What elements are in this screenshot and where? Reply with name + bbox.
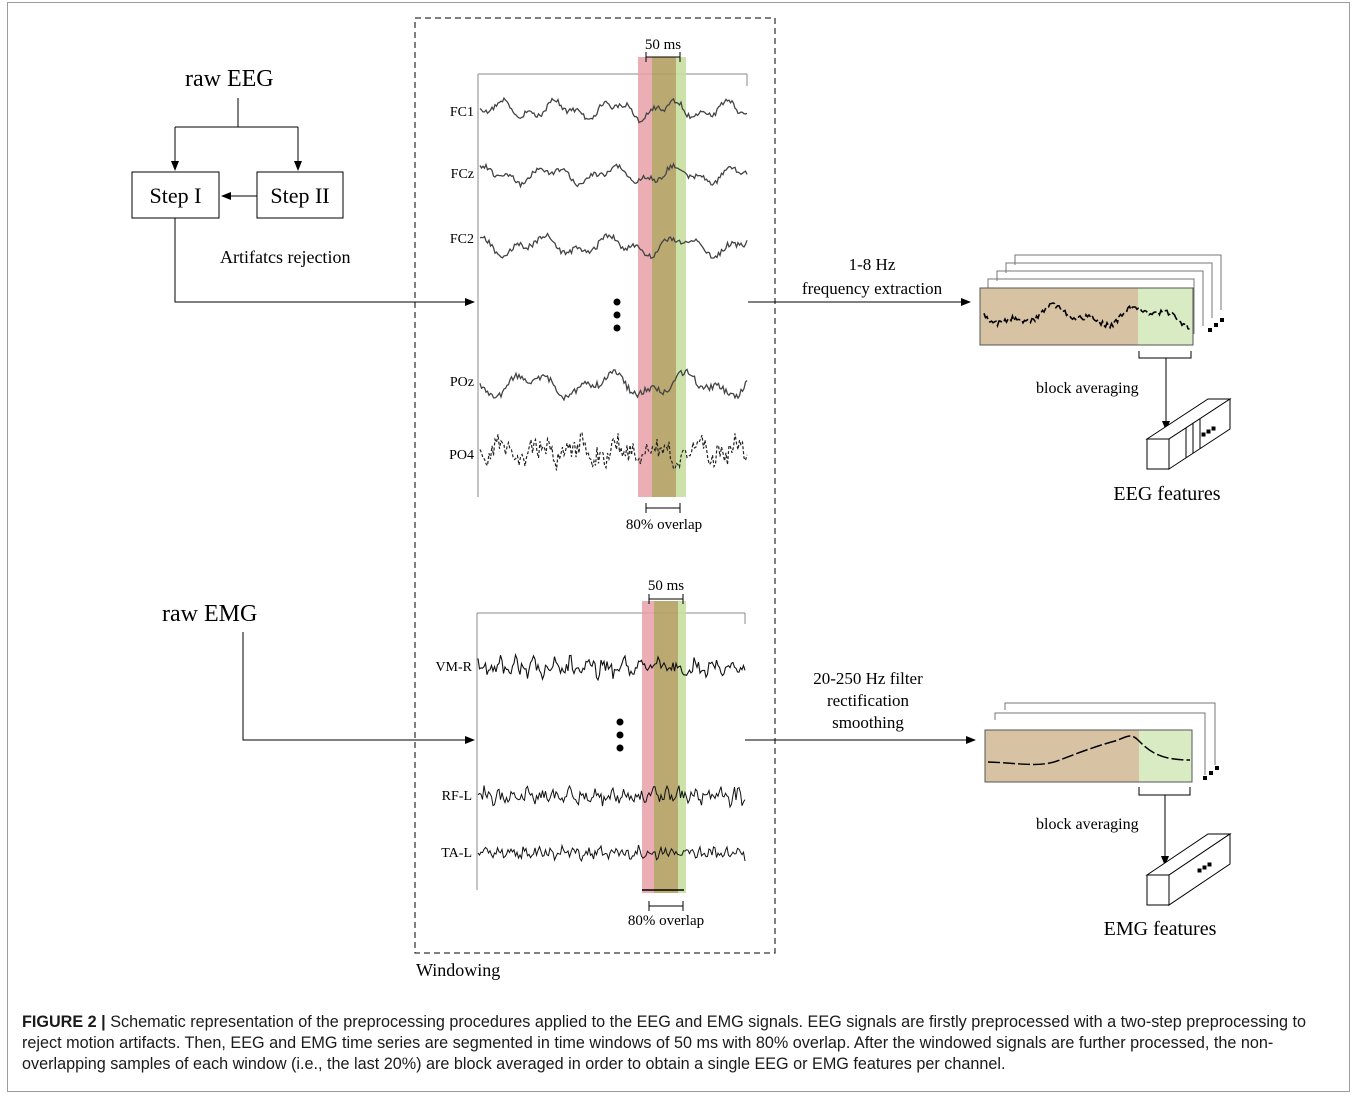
eeg-signal-panel: 50 ms FC1 FCz FC2 POz PO4 80% overlap [449,37,748,533]
emg-window-previous [642,601,654,893]
caption-text: Schematic representation of the preproce… [22,1013,1306,1073]
artifact-rejection-label: Artifatcs rejection [220,247,350,267]
figure-caption: FIGURE 2 | Schematic representation of t… [22,1012,1340,1075]
eeg-window-stack [979,254,1224,346]
channel-label-fcz: FCz [451,167,474,182]
stack-dot [1203,776,1207,780]
emg-features-label: EMG features [1104,918,1217,940]
eeg-filtered-trace [983,302,1190,330]
step1-label: Step I [150,183,202,208]
channel-label-po4: PO4 [449,448,474,463]
emg-feature-window-tail [1139,730,1192,782]
raw-eeg-label: raw EEG [185,66,274,92]
eeg-trace-fc1 [479,96,748,124]
stack-dot [1214,323,1218,327]
stack-layer [1014,254,1222,310]
stack-layer [1005,262,1213,318]
eeg-avg-bracket [1138,351,1192,359]
emg-envelope-trace [987,735,1191,766]
emg-avg-bracket [1138,787,1191,796]
emg-process-line3: smoothing [832,713,904,732]
ellipsis-dot [613,324,621,332]
emg-block-avg-label: block averaging [1036,816,1139,833]
preprocessing-diagram: Windowing raw EEG Step I Step II Artifat… [131,17,1232,980]
stack-layer [996,270,1204,326]
stack-dot [1220,318,1224,322]
channel-label-fc2: FC2 [450,232,474,247]
eeg-feature-window-body [980,288,1138,345]
channel-label-rf-l: RF-L [442,789,472,804]
arrow-emg-to-windowing [242,632,475,744]
stack-layer [987,278,1195,334]
ellipsis-dot [613,298,621,306]
figure-frame [7,2,1350,1092]
raw-emg-label: raw EMG [162,601,257,627]
eeg-window-size-label: 50 ms [645,37,681,53]
stack-layer [994,712,1206,775]
stack-dot [1215,766,1219,770]
channel-label-fc1: FC1 [450,105,474,120]
eeg-window-next [676,57,686,497]
ellipsis-dot [616,744,624,752]
eeg-trace-poz [479,368,748,402]
emg-process-line2: rectification [827,691,910,710]
eeg-feature-window-tail [1138,288,1193,345]
stack-layer [1004,702,1216,765]
arrow-eeg-to-windowing [174,218,475,306]
eeg-window-previous [638,57,652,497]
emg-feature-vector [1145,833,1232,906]
eeg-feature-vector [1145,398,1232,470]
eeg-features-label: EEG features [1113,483,1220,505]
emg-trace-ta-l [477,843,746,863]
ellipsis-dot [613,311,621,319]
eeg-feature-window-frame [979,287,1194,346]
eeg-trace-po4 [479,431,748,471]
caption-label: FIGURE 2 | [22,1013,106,1031]
channel-label-ta-l: TA-L [441,846,472,861]
emg-window-overlap [654,601,678,893]
stack-dot [1209,771,1213,775]
emg-trace-rf-l [477,784,746,809]
emg-window-stack [984,702,1219,783]
eeg-window-overlap [652,57,676,497]
emg-window-next [678,601,686,893]
ellipsis-dot [616,731,624,739]
eeg-extraction-line1: 1-8 Hz [849,255,896,274]
windowing-label: Windowing [416,960,500,980]
emg-feature-window-frame [984,729,1193,783]
eeg-overlap-label: 80% overlap [626,517,702,533]
emg-feature-window-body [985,730,1139,782]
channel-label-vm-r: VM-R [435,660,472,675]
step2-label: Step II [270,183,329,208]
stack-dot [1208,328,1212,332]
step1-box [131,171,220,219]
eeg-trace-fc2 [479,232,748,260]
eeg-block-avg-label: block averaging [1036,380,1139,397]
emg-window-size-label: 50 ms [648,578,684,594]
step2-box [256,171,344,219]
emg-process-line1: 20-250 Hz filter [813,669,923,688]
emg-overlap-label: 80% overlap [628,913,704,929]
ellipsis-dot [616,718,624,726]
windowing-box [414,17,776,954]
emg-signal-panel: 50 ms VM-R RF-L TA-L 80% overlap [435,578,746,929]
eeg-extraction-line2: frequency extraction [802,279,943,298]
channel-label-poz: POz [450,375,474,390]
eeg-trace-fcz [479,162,748,189]
emg-trace-vm-r [477,652,746,682]
